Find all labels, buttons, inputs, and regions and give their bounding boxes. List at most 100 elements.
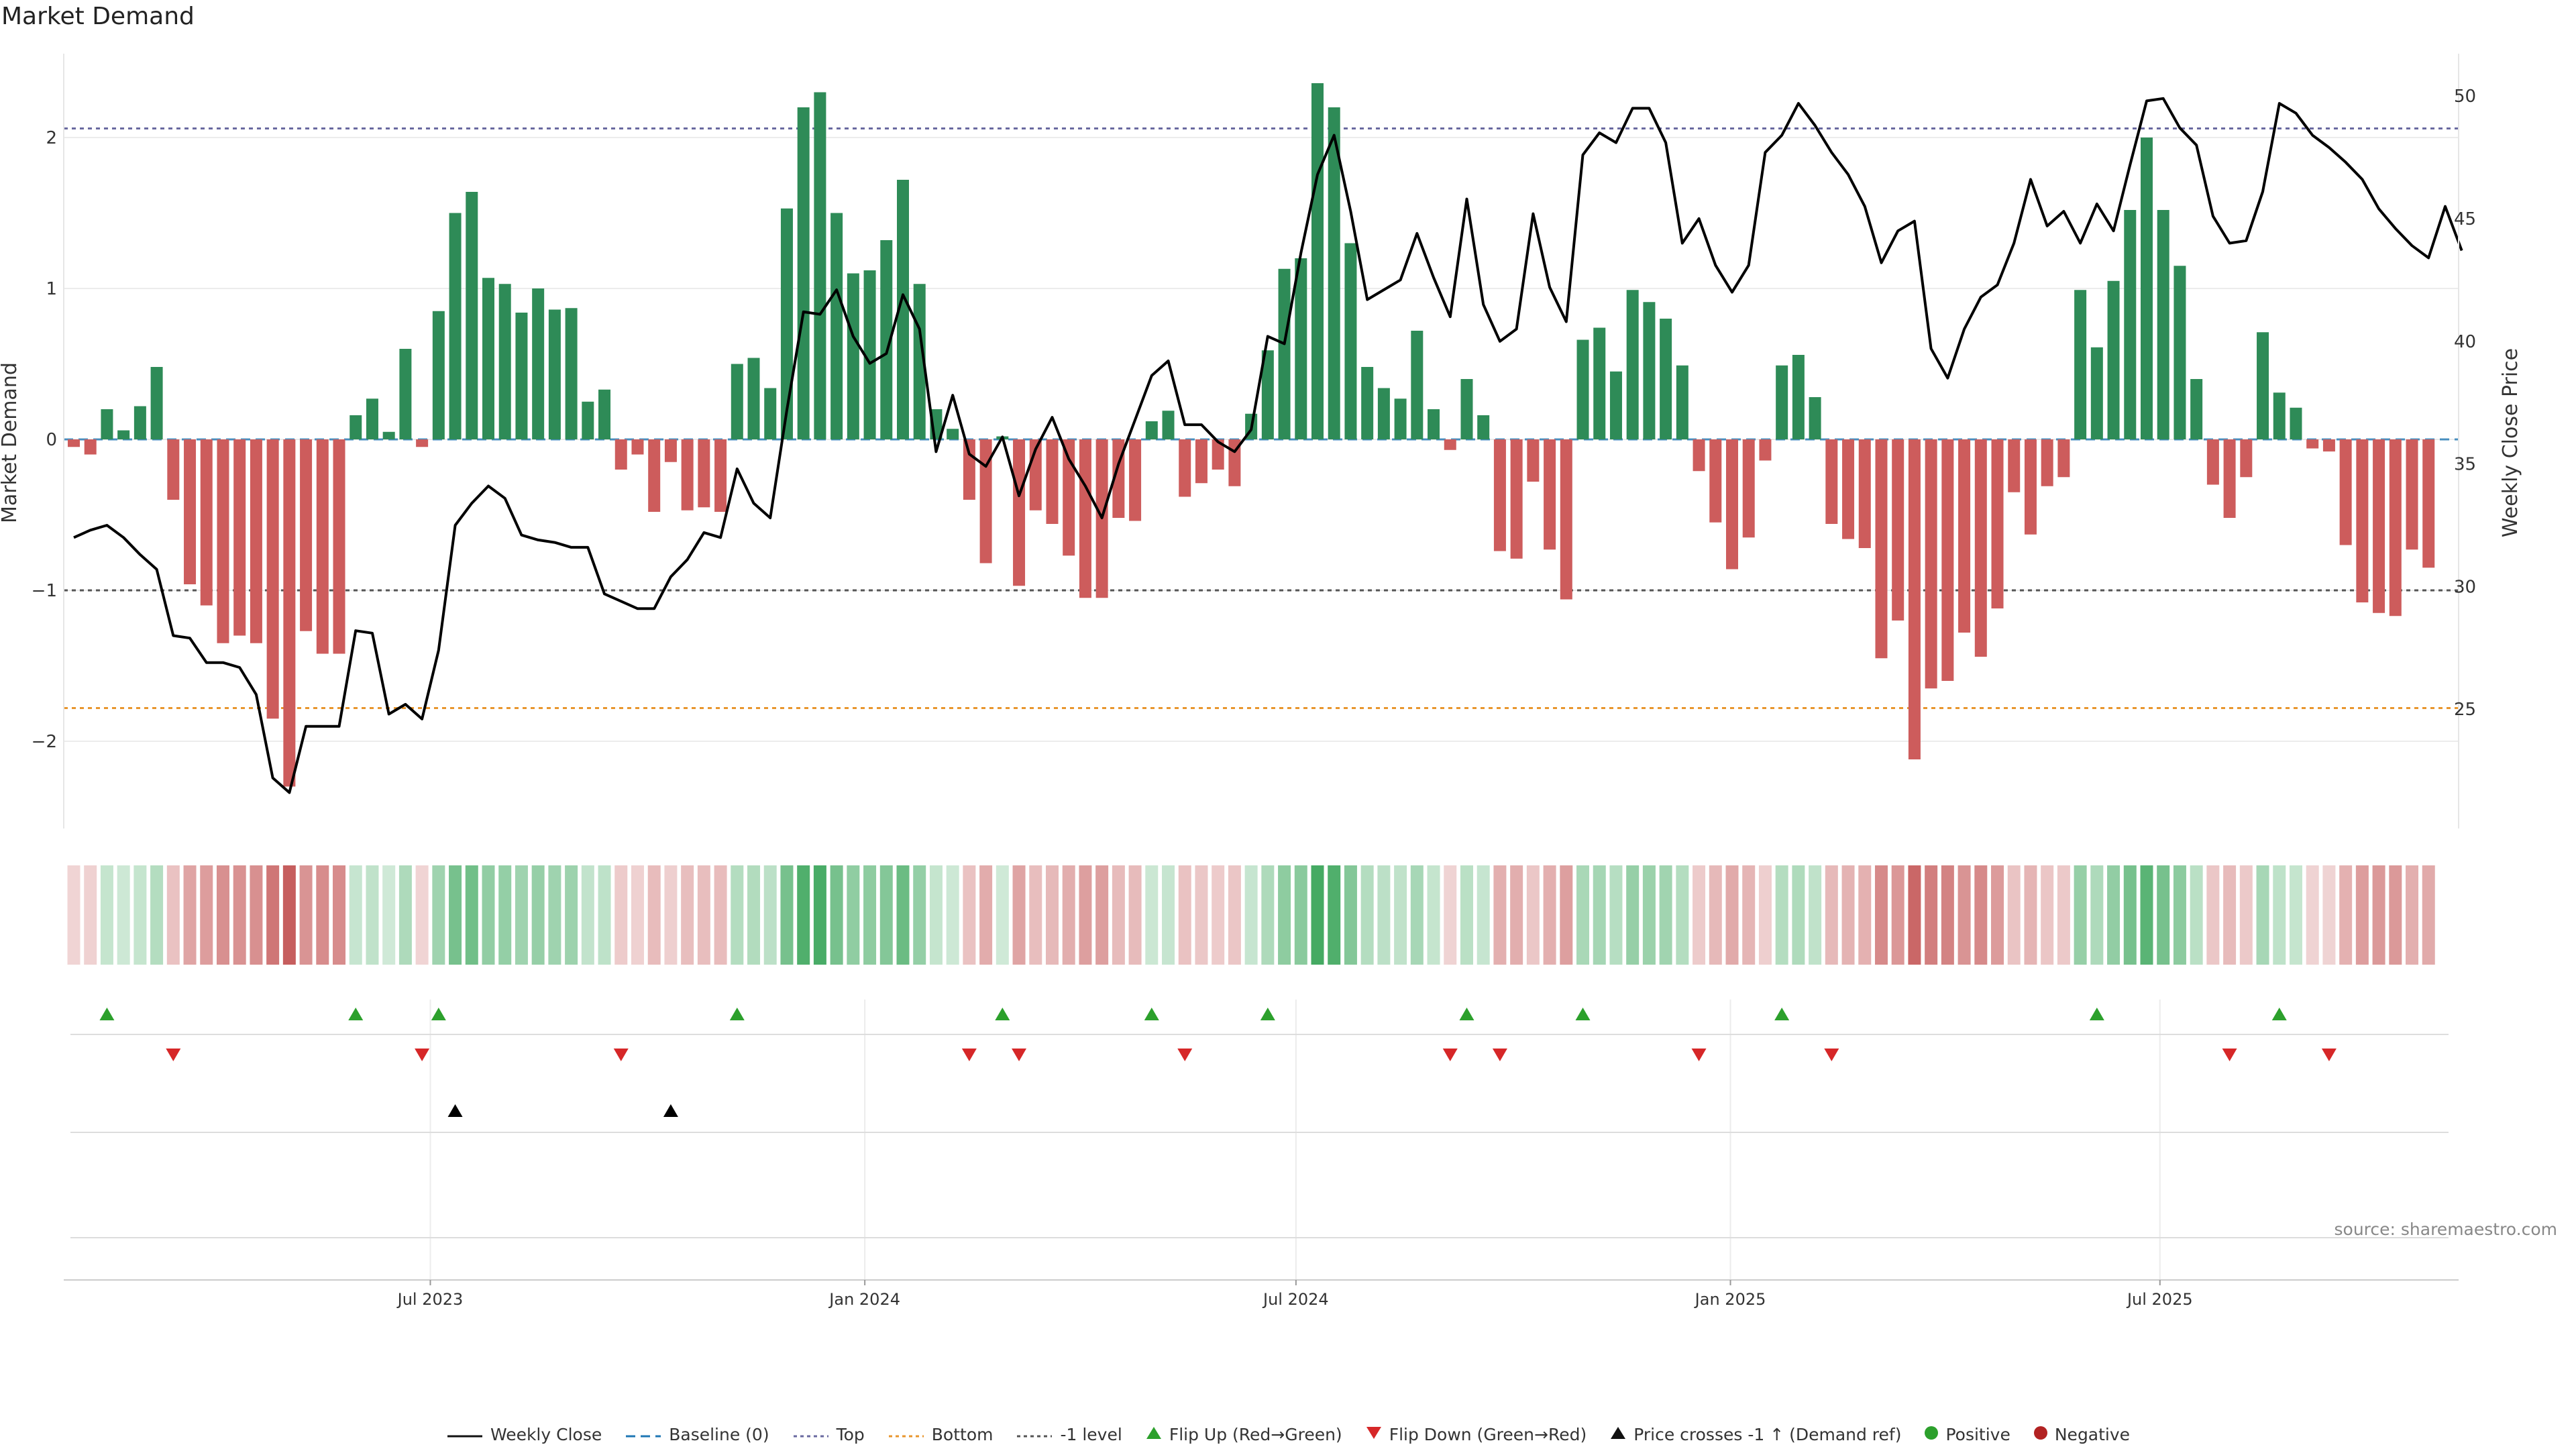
heat-cell [1908,865,1921,965]
legend-label: Flip Up (Red→Green) [1169,1424,1342,1444]
demand-bar [84,439,97,455]
legend-item: Weekly Close [446,1425,602,1444]
heat-cell [398,865,412,965]
legend-label: Bottom [931,1424,994,1444]
demand-bar [532,288,545,439]
heat-cell [2123,865,2137,965]
demand-bar [1377,388,1390,439]
demand-bar [1527,439,1540,482]
flip-up-marker [1459,1008,1474,1020]
flip-down-marker [1012,1049,1027,1061]
demand-bar [814,92,826,439]
heat-cell [1676,865,1689,965]
demand-bar [2339,439,2352,545]
demand-bar [1643,302,1656,439]
heat-cell [333,865,346,965]
heat-cell [996,865,1009,965]
demand-bar [1493,439,1506,551]
heat-cell [963,865,976,965]
legend-label: Top [836,1424,865,1444]
heat-cell [515,865,528,965]
legend-item: Negative [2033,1425,2130,1444]
heat-cell [780,865,794,965]
demand-bar [1013,439,1026,586]
legend-label: Positive [1945,1424,2010,1444]
demand-bar [1560,439,1572,600]
flip-down-marker [2321,1049,2337,1061]
heat-cell [1212,865,1225,965]
demand-bar [432,311,445,439]
heat-cell [548,865,561,965]
heat-cell [531,865,545,965]
heat-cell [1178,865,1191,965]
heat-cell [1858,865,1872,965]
heat-cell [2306,865,2319,965]
demand-bar [2124,210,2137,439]
demand-bar [631,439,644,455]
demand-bar [2257,332,2269,439]
heat-cell [482,865,495,965]
chart-title: Market Demand [1,3,195,30]
heat-cell [1709,865,1722,965]
heat-cell [1410,865,1424,965]
heat-cell [465,865,478,965]
y-right-tick-label: 40 [2454,332,2476,352]
heat-cell [1626,865,1640,965]
demand-bar [515,313,528,439]
legend-item: Flip Down (Green→Red) [1365,1425,1587,1444]
legend-item: Top [792,1425,865,1444]
demand-bar [2389,439,2402,616]
heat-cell [763,865,777,965]
heat-cell [1841,865,1855,965]
legend-item: Flip Up (Red→Green) [1145,1425,1342,1444]
demand-bar [167,439,180,500]
demand-bar [498,284,511,439]
heat-cell [2024,865,2037,965]
heat-cell [697,865,710,965]
flip-down-marker [1492,1049,1507,1061]
heat-cell [282,865,296,965]
demand-bar [2074,290,2087,439]
flip-up-marker [1575,1008,1591,1020]
demand-bar [1626,290,1639,439]
heat-cell [1377,865,1391,965]
heat-cell [1526,865,1540,965]
y-right-tick-label: 45 [2454,209,2476,229]
heat-cell [1062,865,1075,965]
demand-bar [830,213,843,439]
demand-bar [1676,365,1688,439]
legend-label: Price crosses -1 ↑ (Demand ref) [1633,1424,1902,1444]
heat-cell [67,865,80,965]
heat-cell [1974,865,1988,965]
heat-cell [415,865,429,965]
heat-cell [1792,865,1805,965]
heat-cell [2389,865,2402,965]
demand-bar [2024,439,2037,535]
demand-bar [2240,439,2253,478]
heat-cell [979,865,993,965]
demand-bar [1576,339,1589,439]
demand-bar [2356,439,2369,602]
heat-cell [1095,865,1109,965]
demand-bar [1776,365,1788,439]
price-cross-marker [447,1104,463,1117]
heat-cell [714,865,727,965]
demand-bar [1046,439,1059,524]
heat-cell [449,865,462,965]
legend-item: Baseline (0) [625,1425,769,1444]
flip-up-marker [1144,1008,1159,1020]
heat-cell [1029,865,1042,965]
demand-bar [350,415,362,439]
legend-swatch [1145,1425,1163,1444]
demand-bar [2290,407,2302,439]
heat-cell [1427,865,1440,965]
heat-cell [631,865,644,965]
demand-bar [2090,347,2103,439]
demand-bar [2373,439,2385,613]
demand-bar [947,429,959,439]
demand-bar [1079,439,1091,598]
demand-bar [847,273,859,439]
legend-item: Positive [1924,1425,2010,1444]
heat-cell [2289,865,2302,965]
heat-cell [1195,865,1208,965]
